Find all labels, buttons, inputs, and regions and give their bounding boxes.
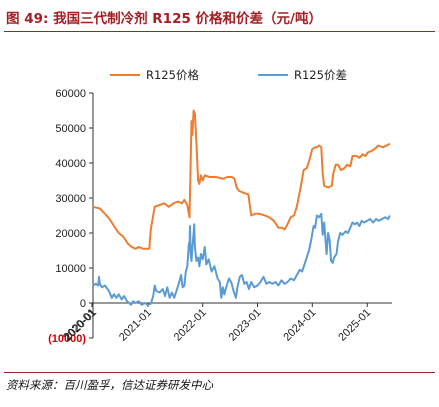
y-tick-label: 40000 [55,158,86,170]
x-tick-label: 2022-01 [172,307,209,344]
title-rule [4,31,435,32]
legend: R125价格 R125价差 [110,68,347,82]
x-tick-label: 2023-01 [227,307,264,344]
x-tick-label: 2021-01 [117,307,154,344]
series-line-spread [92,212,391,306]
series-line-price [92,109,391,250]
plot-lines [92,109,391,306]
source-note: 资料来源：百川盈孚，信达证券研发中心 [6,378,213,392]
legend-label-price: R125价格 [146,68,199,82]
y-tick-label: 20000 [55,228,86,240]
legend-label-spread: R125价差 [294,68,347,82]
y-tick-label: (10000) [48,333,86,345]
y-axis: 60000 50000 40000 30000 20000 10000 0 (10000) [48,88,94,345]
line-chart: R125价格 R125价差 60000 50000 40000 30000 20000 1… [48,68,392,345]
footer-rule [4,372,435,373]
x-tick-label: 2024-01 [281,307,318,344]
y-tick-label: 60000 [55,88,86,100]
y-tick-label: 30000 [55,193,86,205]
y-tick-label: 0 [80,298,86,310]
y-tick-label: 50000 [55,123,86,135]
figure-title: 图 49: 我国三代制冷剂 R125 价格和价差（元/吨） [6,11,322,27]
x-tick-label: 2025-01 [336,307,373,344]
y-tick-label: 10000 [55,263,86,275]
